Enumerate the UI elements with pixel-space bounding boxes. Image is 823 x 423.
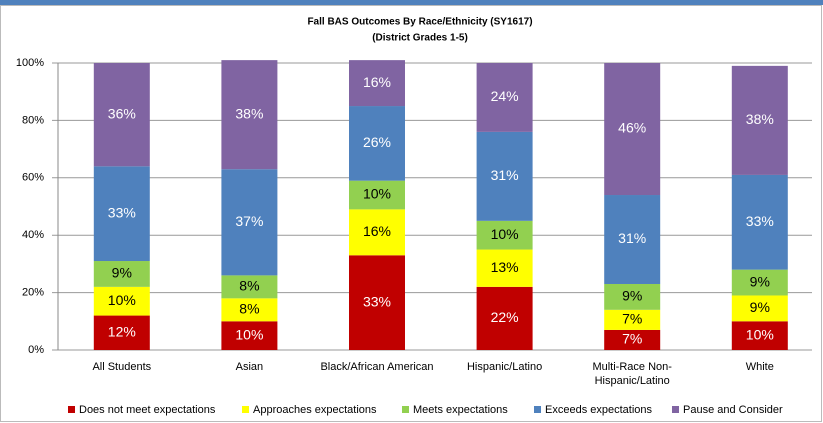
bar-segment <box>604 329 661 350</box>
bar-segment <box>221 60 278 170</box>
x-tick-label: All Students <box>92 361 152 373</box>
y-tick-label: 20% <box>22 287 44 299</box>
value-label: 33% <box>363 293 391 309</box>
value-label: 13% <box>491 259 519 275</box>
y-tick-label: 0% <box>28 344 44 356</box>
value-label: 9% <box>622 288 642 304</box>
bar-segment <box>93 63 150 167</box>
bar-segment <box>476 249 533 287</box>
value-label: 7% <box>622 331 642 347</box>
bar-segment <box>349 255 405 350</box>
value-label: 12% <box>108 323 136 339</box>
y-tick-label: 60% <box>22 172 44 184</box>
value-label: 36% <box>108 105 136 121</box>
legend-label: Exceeds expectations <box>545 404 653 416</box>
bar-segment <box>221 321 278 350</box>
value-label: 7% <box>622 311 642 327</box>
bar-segment <box>93 261 150 287</box>
legend-swatch <box>242 406 249 413</box>
value-label: 10% <box>108 292 136 308</box>
bar-segment <box>476 131 533 221</box>
chart-title: Fall BAS Outcomes By Race/Ethnicity (SY1… <box>307 17 532 28</box>
bar-segment <box>349 209 405 256</box>
bar-segment <box>476 220 533 250</box>
value-label: 38% <box>746 111 774 127</box>
bar-segment <box>93 315 150 350</box>
frame <box>0 5 822 422</box>
legend-swatch <box>672 406 679 413</box>
y-tick-label: 40% <box>22 229 44 241</box>
value-label: 16% <box>363 74 391 90</box>
bar-segment <box>604 309 661 330</box>
value-label: 26% <box>363 134 391 150</box>
bar-segment <box>221 275 278 299</box>
value-label: 31% <box>491 167 519 183</box>
legend-label: Meets expectations <box>413 404 508 416</box>
value-label: 33% <box>108 204 136 220</box>
value-label: 16% <box>363 223 391 239</box>
legend-swatch <box>68 406 75 413</box>
bar-segment <box>349 106 405 181</box>
value-label: 38% <box>235 105 263 121</box>
legend-label: Pause and Consider <box>683 404 783 416</box>
chart-subtitle: (District Grades 1-5) <box>372 33 468 44</box>
top-band <box>0 0 823 5</box>
bar-segment <box>731 295 788 322</box>
bar-segment <box>221 169 278 276</box>
x-tick-label: Asian <box>235 361 264 373</box>
bar-segment <box>93 166 150 262</box>
value-label: 24% <box>491 88 519 104</box>
x-tick-label: White <box>745 361 774 373</box>
bar-segment <box>476 286 533 350</box>
y-tick-label: 80% <box>22 114 44 126</box>
legend-swatch <box>534 406 541 413</box>
bar-segment <box>349 60 405 107</box>
bar-segment <box>476 63 533 132</box>
value-label: 10% <box>491 226 519 242</box>
value-label: 8% <box>239 278 259 294</box>
value-label: 37% <box>235 213 263 229</box>
value-label: 8% <box>239 301 259 317</box>
bar-segment <box>604 63 661 196</box>
value-label: 22% <box>491 309 519 325</box>
x-tick-label: Hispanic/Latino <box>466 361 543 373</box>
bar-segment <box>731 321 788 350</box>
x-tick-label: Black/African American <box>320 361 434 373</box>
value-label: 10% <box>746 326 774 342</box>
value-label: 46% <box>618 120 646 136</box>
legend-label: Approaches expectations <box>253 404 377 416</box>
value-label: 31% <box>618 230 646 246</box>
value-label: 9% <box>750 299 770 315</box>
bar-segment <box>604 195 661 284</box>
value-label: 33% <box>746 213 774 229</box>
bar-segment <box>221 298 278 322</box>
legend-swatch <box>402 406 409 413</box>
x-tick-label: Multi-Race Non-Hispanic/Latino <box>592 361 672 387</box>
legend-label: Does not meet expectations <box>79 404 216 416</box>
value-label: 10% <box>363 186 391 202</box>
bar-segment <box>604 283 661 310</box>
bar-segment <box>731 269 788 296</box>
value-label: 10% <box>235 326 263 342</box>
value-label: 9% <box>112 265 132 281</box>
y-tick-label: 100% <box>16 57 44 69</box>
bar-segment <box>93 286 150 316</box>
bar-segment <box>349 180 405 210</box>
bar-segment <box>731 65 788 175</box>
bar-segment <box>731 174 788 270</box>
value-label: 9% <box>750 273 770 289</box>
